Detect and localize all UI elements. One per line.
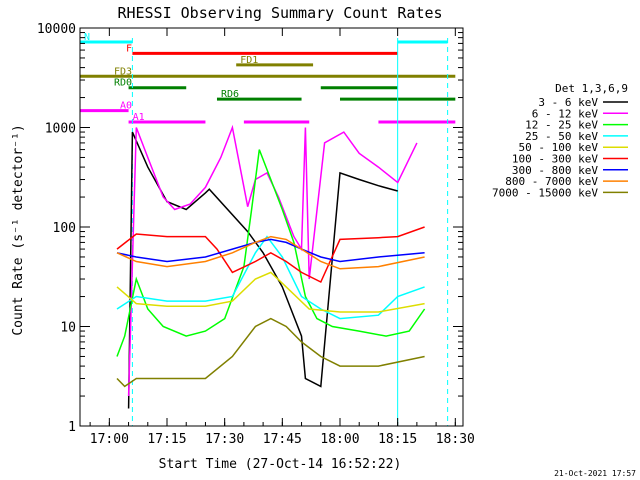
series-line-25-50-kev bbox=[116, 235, 425, 320]
series-line-300-800-kev bbox=[116, 238, 425, 263]
y-axis-label: Count Rate (s⁻¹ detector⁻¹) bbox=[11, 124, 26, 335]
state-label-n: N bbox=[84, 32, 90, 43]
state-label-rd6: RD6 bbox=[221, 89, 239, 100]
series-line-7000-15000-kev bbox=[116, 317, 425, 388]
legend-label-800-7000-kev: 800 - 7000 keV bbox=[505, 175, 598, 188]
y-tick-label: 1000 bbox=[45, 122, 76, 137]
y-tick-label: 10 bbox=[60, 321, 76, 336]
state-label-rd0: RD0 bbox=[114, 78, 132, 89]
legend-label-7000-15000-kev: 7000 - 15000 keV bbox=[492, 186, 598, 199]
x-tick-label: 17:15 bbox=[147, 432, 186, 447]
x-tick-label: 18:15 bbox=[378, 432, 417, 447]
x-tick-label: 17:00 bbox=[90, 432, 129, 447]
legend-label-12-25-kev: 12 - 25 keV bbox=[525, 119, 598, 132]
legend-label-25-50-kev: 25 - 50 keV bbox=[525, 130, 598, 143]
series-line-800-7000-kev bbox=[116, 235, 425, 270]
legend-title: Det 1,3,6,9 bbox=[555, 82, 628, 95]
y-tick-label: 100 bbox=[53, 221, 76, 236]
x-axis-label: Start Time (27-Oct-14 16:52:22) bbox=[159, 457, 402, 472]
x-tick-label: 17:45 bbox=[263, 432, 302, 447]
legend-label-300-800-kev: 300 - 800 keV bbox=[512, 164, 598, 177]
legend-label-3-6-kev: 3 - 6 keV bbox=[538, 96, 598, 109]
chart-title: RHESSI Observing Summary Count Rates bbox=[117, 4, 442, 22]
legend-label-50-100-kev: 50 - 100 keV bbox=[519, 141, 599, 154]
y-tick-label: 10000 bbox=[37, 22, 76, 37]
state-label-a0: A0 bbox=[120, 101, 132, 112]
series-line-6-12-kev bbox=[127, 124, 418, 397]
y-tick-label: 1 bbox=[68, 420, 76, 435]
legend-label-6-12-kev: 6 - 12 keV bbox=[532, 107, 599, 120]
series-line-50-100-kev bbox=[116, 271, 425, 313]
legend-label-100-300-kev: 100 - 300 keV bbox=[512, 153, 598, 166]
x-tick-label: 18:00 bbox=[320, 432, 359, 447]
series-line-100-300-kev bbox=[116, 226, 425, 284]
x-tick-label: 17:30 bbox=[205, 432, 244, 447]
x-tick-label: 18:30 bbox=[436, 432, 475, 447]
series-line-12-25-kev bbox=[116, 149, 426, 357]
footer-timestamp: 21-Oct-2021 17:57 bbox=[554, 469, 636, 478]
state-label-f: F bbox=[126, 43, 132, 54]
state-label-fd1: FD1 bbox=[240, 55, 258, 66]
state-label-fd3: FD3 bbox=[114, 66, 132, 77]
state-label-a1: A1 bbox=[133, 112, 145, 123]
